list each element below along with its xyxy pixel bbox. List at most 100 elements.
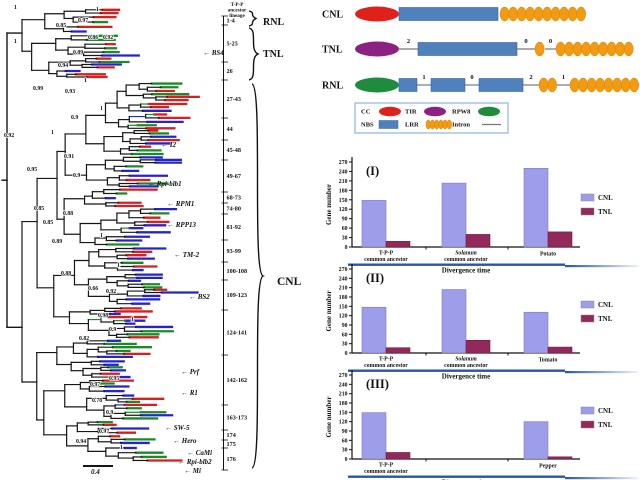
bootstrap-value: 1 bbox=[100, 106, 103, 112]
gene-label: ← BS2 bbox=[189, 293, 210, 301]
lineage-label: 27-43 bbox=[227, 96, 241, 103]
chart-legend-label: CNL bbox=[598, 301, 613, 309]
gene-label: ← BS4 bbox=[203, 49, 224, 57]
bootstrap-value: 0.91 bbox=[64, 154, 74, 160]
bootstrap-value: 0.95 bbox=[109, 376, 119, 382]
bootstrap-value: 0.92 bbox=[4, 133, 14, 139]
bootstrap-value: 0.85 bbox=[43, 220, 53, 226]
x-axis-title: Divergence time bbox=[442, 479, 490, 480]
bootstrap-value: 0.97 bbox=[99, 429, 109, 435]
bar-tnl bbox=[547, 456, 573, 460]
lrr-motif bbox=[547, 77, 557, 93]
lineage-label: 45-48 bbox=[227, 147, 241, 154]
lineage-label: 49-67 bbox=[227, 173, 241, 180]
lrr-motif bbox=[542, 6, 552, 22]
gene-label: ← Rpi-blb2 bbox=[178, 458, 212, 466]
y-tick-label: 150 bbox=[339, 198, 348, 204]
y-tick-label: 120 bbox=[339, 314, 348, 320]
y-tick-label: 60 bbox=[342, 438, 348, 444]
lrr-motif bbox=[578, 77, 588, 93]
lrr-motif bbox=[586, 77, 597, 93]
lrr-motif bbox=[623, 41, 634, 57]
lrr-motif bbox=[533, 6, 544, 22]
bar-cnl bbox=[361, 306, 387, 354]
bar-tnl bbox=[547, 346, 573, 354]
nbs-domain bbox=[398, 78, 418, 92]
intron-count: 0 bbox=[524, 38, 527, 45]
lineage-label: 1-4 bbox=[227, 18, 235, 25]
panel-label: (III) bbox=[366, 377, 389, 391]
gene-label: ← Rpi-blb1 bbox=[148, 180, 182, 188]
intron-count: 0 bbox=[470, 74, 473, 81]
lrr-motif bbox=[589, 41, 600, 57]
intron-count: 2 bbox=[407, 38, 410, 45]
bar-chart-panel-1: 0 30 60 90 120 150 180 210 240 270 Gene number (I) T… bbox=[325, 157, 638, 275]
category-label: common ancestor bbox=[364, 363, 408, 369]
y-tick-label: 90 bbox=[342, 217, 348, 223]
category-label: common ancestor bbox=[364, 257, 408, 263]
lrr-motif bbox=[606, 41, 617, 57]
nbs-domain bbox=[430, 78, 466, 92]
bootstrap-value: 1 bbox=[14, 5, 17, 11]
gene-label: ← CaMi bbox=[187, 449, 212, 457]
y-tick-label: 210 bbox=[339, 286, 348, 292]
bar-tnl bbox=[465, 339, 491, 354]
nbs-domain bbox=[398, 7, 499, 21]
divergence-bar bbox=[348, 369, 565, 372]
divergence-bar bbox=[348, 263, 565, 266]
y-tick-label: 120 bbox=[339, 207, 348, 213]
category-label: common ancestor bbox=[364, 469, 408, 475]
y-tick-label: 180 bbox=[339, 188, 348, 194]
y-tick-label: 60 bbox=[342, 226, 348, 232]
motif-legend-label: Intron bbox=[452, 122, 470, 129]
motif-legend-swatch bbox=[424, 106, 446, 117]
gene-label: ← TM-2 bbox=[174, 251, 200, 259]
category-label: T-P-P bbox=[379, 463, 394, 469]
category-label: T-P-P bbox=[379, 251, 394, 257]
category-label: Potato bbox=[540, 252, 556, 258]
y-tick-label: 210 bbox=[339, 392, 348, 398]
lrr-motif bbox=[425, 119, 431, 130]
bar-cnl bbox=[361, 412, 387, 460]
motif-legend-label: CC bbox=[361, 109, 371, 116]
domain-ellipse bbox=[355, 77, 399, 93]
bootstrap-value: 1 bbox=[120, 445, 123, 451]
lrr-motif bbox=[499, 6, 510, 22]
motif-legend-label: NBS bbox=[361, 122, 374, 129]
lrr-motif bbox=[550, 6, 561, 22]
motif-row-label: TNL bbox=[322, 45, 343, 56]
y-tick-label: 120 bbox=[339, 420, 348, 426]
y-axis-title: Gene number bbox=[325, 396, 333, 437]
lrr-motif bbox=[615, 41, 625, 57]
divergence-bar-fade bbox=[565, 265, 638, 268]
gene-label: ← Prf bbox=[181, 368, 200, 376]
gene-label: ← RPM1 bbox=[167, 200, 194, 208]
bootstrap-value: 0.86 bbox=[88, 35, 98, 41]
lrr-motif bbox=[629, 77, 639, 93]
bar-cnl bbox=[523, 311, 549, 354]
y-axis-title: Gene number bbox=[325, 184, 333, 225]
bootstrap-value: 1 bbox=[14, 39, 17, 45]
lineage-label: 74-80 bbox=[227, 206, 241, 213]
chart-legend-label: TNL bbox=[598, 315, 613, 323]
lrr-motif bbox=[508, 6, 518, 22]
gene-label: ← R1 bbox=[181, 389, 198, 397]
bootstrap-value: 0.88 bbox=[61, 271, 71, 277]
bar-tnl bbox=[385, 347, 411, 354]
y-tick-label: 0 bbox=[345, 351, 348, 357]
panel-label: (I) bbox=[366, 164, 379, 178]
category-label: T-P-P bbox=[379, 357, 394, 363]
bootstrap-value: 0.85 bbox=[34, 206, 44, 212]
lrr-motif bbox=[569, 77, 580, 93]
lineage-column: 1-4 5-25 26 27-43 44 45-48 49-67 68-73 74-80 81-9… bbox=[221, 2, 302, 471]
y-tick-label: 60 bbox=[342, 332, 348, 338]
bootstrap-value: 0.97 bbox=[78, 18, 88, 24]
bar-cnl bbox=[441, 182, 467, 248]
lineage-label: 93-99 bbox=[227, 248, 241, 255]
lineage-label: 81-92 bbox=[227, 224, 241, 231]
gene-label: ← RPP13 bbox=[167, 221, 196, 229]
bootstrap-value: 0.99 bbox=[33, 86, 43, 92]
divergence-bar-fade bbox=[565, 477, 638, 480]
bar-tnl bbox=[385, 241, 411, 248]
